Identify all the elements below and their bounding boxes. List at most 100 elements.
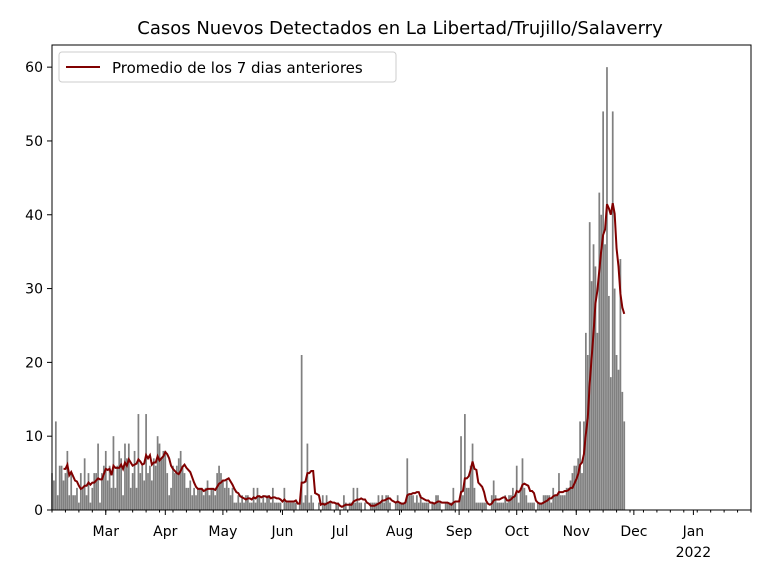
bar <box>406 458 409 510</box>
bar <box>569 480 572 510</box>
bar <box>87 473 90 510</box>
bar <box>609 377 612 510</box>
bar <box>525 495 528 510</box>
bar <box>464 414 466 510</box>
bar <box>214 495 217 510</box>
bar <box>166 473 169 510</box>
bar <box>527 502 530 510</box>
y-tick-label: 10 <box>25 429 43 445</box>
bar <box>227 487 230 510</box>
x-tick-label: Nov <box>563 524 590 540</box>
bar <box>504 495 507 510</box>
bar <box>398 502 401 510</box>
x-tick-label: Dec <box>620 524 647 540</box>
bar <box>141 465 144 510</box>
bar <box>308 502 311 510</box>
bar <box>323 502 326 510</box>
bar <box>177 458 180 510</box>
bar <box>195 495 197 510</box>
bar <box>588 222 591 510</box>
bar <box>289 502 291 510</box>
bar <box>604 244 606 511</box>
bar <box>536 502 539 510</box>
bar <box>554 495 556 510</box>
bar <box>60 465 63 510</box>
bar <box>187 487 190 510</box>
bar <box>364 502 366 510</box>
x-tick-label: May <box>208 524 237 540</box>
bar <box>131 473 134 510</box>
bar <box>200 487 203 510</box>
bar <box>110 487 113 510</box>
bar <box>174 473 176 510</box>
bar <box>408 495 411 510</box>
bar <box>416 495 418 510</box>
bar <box>291 502 293 510</box>
bar <box>586 355 589 510</box>
y-tick-label: 30 <box>25 282 43 298</box>
bar <box>164 450 167 510</box>
bar <box>477 502 480 510</box>
bar <box>383 502 386 510</box>
bar <box>208 495 211 510</box>
bar-series <box>51 67 626 511</box>
bar <box>421 502 424 510</box>
bar <box>91 487 94 510</box>
bar <box>343 495 345 510</box>
y-axis: 0 10 20 30 40 50 60 <box>25 60 52 519</box>
x-tick-label: Jun <box>271 524 294 540</box>
bar <box>619 259 622 510</box>
bar <box>452 487 455 510</box>
x-tick-label: Jan <box>682 524 705 540</box>
bar <box>350 502 353 510</box>
bar <box>581 473 583 510</box>
bar <box>79 473 82 510</box>
bar <box>417 502 420 510</box>
bar <box>222 480 224 510</box>
bar <box>508 495 510 510</box>
bar <box>560 495 562 510</box>
bar <box>183 473 186 510</box>
bar <box>550 502 553 510</box>
bar <box>348 502 351 510</box>
bar <box>70 473 73 510</box>
bar <box>74 495 76 510</box>
bar <box>385 495 387 510</box>
bar <box>352 487 355 510</box>
bar <box>62 480 65 510</box>
bar <box>575 465 578 510</box>
legend-label: Promedio de los 7 dias anteriores <box>112 59 363 77</box>
bar <box>81 487 84 510</box>
bar <box>410 495 412 510</box>
x-axis: Mar Apr May Jun Jul Aug Sep Oct Nov Dec Jan 2022 <box>51 510 752 561</box>
bar <box>502 502 505 510</box>
bar <box>469 465 472 510</box>
bar <box>531 502 533 510</box>
bar <box>598 192 601 510</box>
bar <box>204 487 207 510</box>
bar <box>492 480 495 510</box>
bar <box>118 450 121 510</box>
bar <box>160 458 163 510</box>
bar <box>124 443 126 510</box>
bar <box>64 473 67 510</box>
bar <box>485 502 487 510</box>
bar <box>590 281 593 510</box>
bar <box>293 502 295 510</box>
bar <box>258 495 261 510</box>
x-tick-label: Sep <box>446 524 473 540</box>
bar <box>181 465 184 510</box>
bar <box>594 266 597 510</box>
bar <box>400 502 403 510</box>
bar <box>583 421 585 510</box>
bar <box>85 495 88 510</box>
bar <box>510 495 512 510</box>
x-tick-label: Apr <box>153 524 177 540</box>
bar <box>387 495 389 510</box>
bar <box>481 502 484 510</box>
bar <box>467 487 470 510</box>
bar <box>300 355 303 510</box>
bar <box>53 480 55 510</box>
bar <box>462 495 464 510</box>
bar <box>444 502 447 510</box>
